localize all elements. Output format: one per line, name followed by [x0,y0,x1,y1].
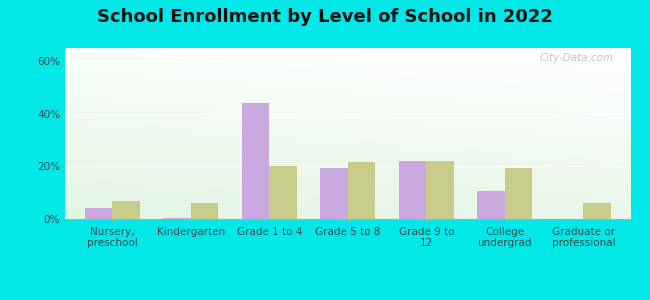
Bar [163,218,190,219]
Bar [584,203,611,219]
Bar [426,161,454,219]
Bar [84,208,112,219]
Text: City-Data.com: City-Data.com [540,53,614,63]
Bar [348,162,375,219]
Bar [242,103,269,219]
Bar [112,201,140,219]
Text: School Enrollment by Level of School in 2022: School Enrollment by Level of School in … [97,8,553,26]
Bar [320,168,348,219]
Bar [269,167,296,219]
Bar [477,191,505,219]
Bar [399,161,426,219]
Bar [505,168,532,219]
Bar [190,203,218,219]
